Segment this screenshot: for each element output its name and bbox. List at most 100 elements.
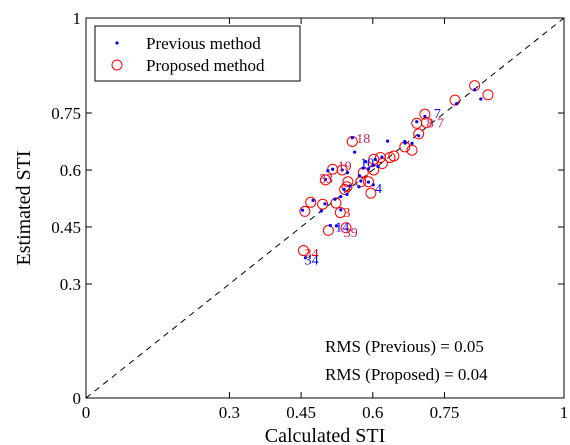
previous-point [323, 202, 327, 206]
y-tick-label: 0.6 [60, 161, 81, 180]
proposed-point [297, 245, 309, 257]
y-tick-label: 1 [73, 9, 82, 28]
previous-point [326, 169, 330, 173]
previous-point [380, 155, 384, 159]
previous-point [348, 184, 352, 188]
previous-point [376, 164, 380, 169]
previous-point [473, 88, 477, 92]
point-label: 7 [434, 107, 441, 122]
x-tick-label: 0.6 [362, 403, 383, 422]
point-label: 34 [305, 247, 319, 262]
proposed-point [322, 224, 334, 236]
proposed-point [299, 205, 311, 217]
proposed-point [341, 181, 353, 193]
x-tick-label: 0.3 [219, 403, 240, 422]
proposed-point [420, 117, 432, 128]
previous-point [342, 187, 346, 191]
proposed-point [365, 187, 377, 199]
y-tick-label: 0 [73, 389, 82, 408]
axis-ticks: 0 0.3 0.45 0.6 0.75 10 0.3 0.45 0.6 0.75 1 [51, 9, 568, 422]
legend-proposed-marker [111, 59, 123, 71]
proposed-point [305, 196, 317, 208]
proposed-point [362, 176, 374, 188]
point-label: 8 [427, 117, 434, 132]
previous-point [311, 198, 315, 202]
y-tick-label: 0.75 [51, 104, 81, 123]
legend-previous-marker [115, 41, 119, 45]
previous-point [333, 197, 337, 201]
x-axis-label: Calculated STI [265, 425, 386, 445]
previous-point [366, 180, 371, 184]
previous-point [454, 102, 459, 106]
point-label: 7 [437, 117, 444, 132]
proposed-point [419, 108, 431, 120]
proposed-point [482, 89, 494, 101]
rms-proposed: RMS (Proposed) = 0.04 [325, 365, 488, 384]
previous-point [415, 120, 419, 124]
proposed-point [340, 222, 352, 234]
previous-point [403, 141, 407, 145]
previous-point [339, 208, 343, 212]
point-label: 18 [356, 132, 370, 147]
previous-point [357, 185, 361, 189]
previous-point [300, 208, 305, 212]
previous-point [423, 114, 427, 119]
previous-point [340, 168, 344, 172]
point-label: 14 [335, 221, 349, 236]
previous-point [323, 177, 328, 182]
previous-point [350, 136, 354, 140]
point-label: 4 [375, 182, 382, 197]
reference-line [85, 17, 565, 399]
previous-point [373, 157, 377, 161]
x-tick-label: 0.75 [430, 403, 460, 422]
proposed-point [374, 151, 386, 163]
previous-point [339, 195, 343, 199]
previous-point [353, 150, 357, 154]
previous-point [334, 224, 339, 228]
y-tick-label: 0.45 [51, 218, 81, 237]
proposed-point [339, 183, 351, 195]
legend-box [94, 25, 301, 82]
proposed-point [449, 94, 461, 106]
point-label: 10 [360, 156, 374, 171]
point-label: 39 [344, 226, 358, 241]
previous-point [361, 166, 365, 170]
point-label: 34 [305, 254, 319, 269]
previous-point [386, 139, 390, 143]
point-label: 19 [338, 159, 352, 174]
previous-point [410, 141, 414, 145]
previous-point [371, 183, 375, 187]
x-tick-label: 1 [560, 403, 569, 422]
legend: Previous method Proposed method [94, 25, 301, 82]
proposed-point [342, 176, 354, 188]
rms-previous: RMS (Previous) = 0.05 [325, 337, 484, 356]
y-tick-label: 0.3 [60, 275, 81, 294]
x-tick-label: 0.45 [286, 403, 316, 422]
previous-point [331, 167, 335, 171]
previous-point [357, 174, 362, 178]
point-label: 3 [343, 206, 350, 221]
previous-point [371, 163, 375, 168]
previous-point [479, 97, 483, 101]
previous-point [366, 167, 371, 171]
previous-point [417, 134, 421, 138]
proposed-point [319, 174, 331, 186]
previous-point [319, 209, 323, 213]
proposed-point [334, 207, 346, 219]
previous-point [345, 192, 349, 196]
previous-point [303, 256, 308, 260]
proposed-point [413, 128, 425, 140]
y-axis-label: Estimated STI [13, 151, 35, 266]
previous-point [345, 171, 350, 175]
previous-point [359, 179, 363, 183]
series-previous [300, 88, 483, 260]
proposed-point [406, 144, 418, 156]
previous-point [328, 223, 332, 228]
proposed-point [355, 176, 367, 188]
point-label: 33 [319, 172, 333, 187]
legend-proposed-label: Proposed method [146, 56, 265, 75]
legend-previous-label: Previous method [146, 34, 261, 53]
previous-point [364, 160, 368, 164]
